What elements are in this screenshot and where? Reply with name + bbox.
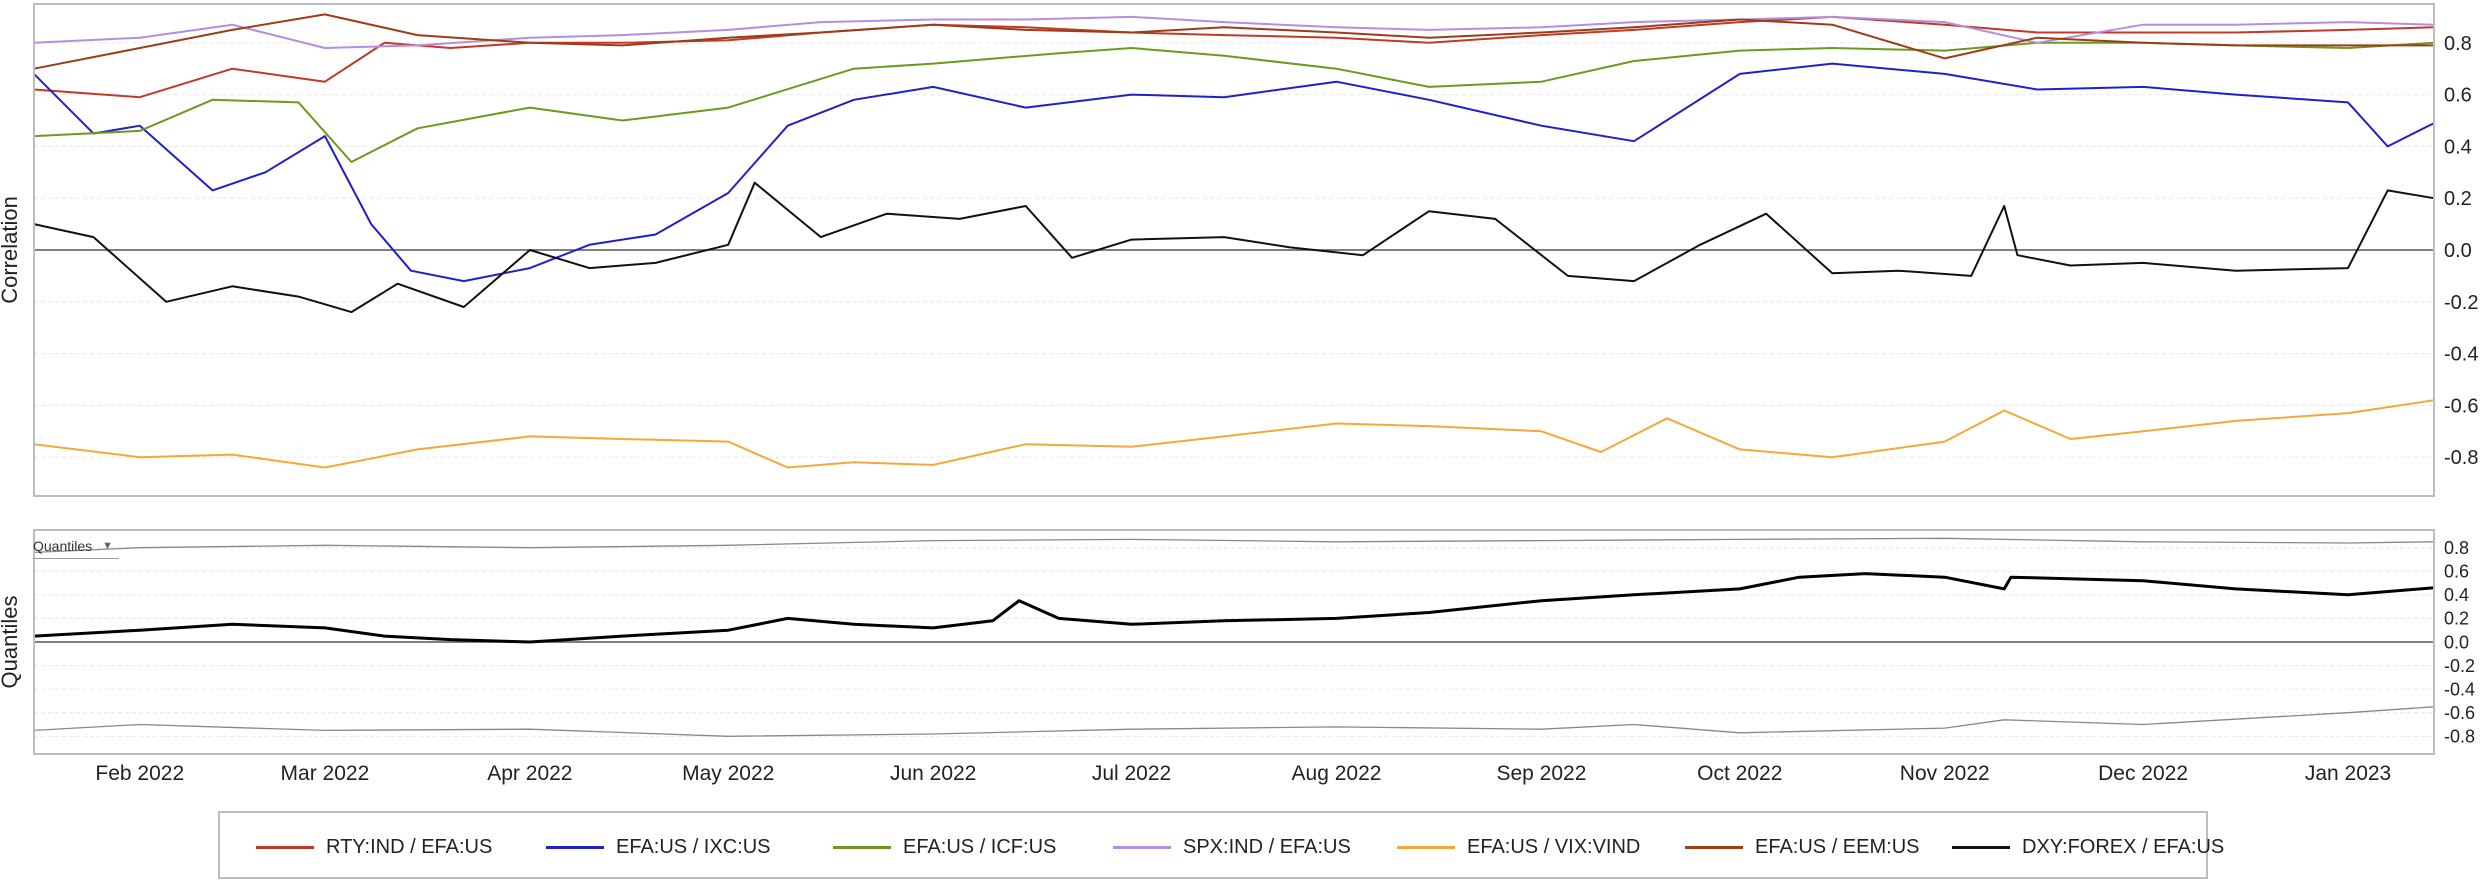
series-line-1 [33, 62, 2435, 283]
legend-item[interactable]: EFA:US / IXC:US [546, 835, 770, 859]
series-line-quantile-1 [33, 572, 2435, 644]
correlation-panel: 0.8 0.6 0.4 0.2 0.0 -0.2 -0.4 -0.6 -0.8 Correlati… [0, 3, 2478, 497]
legend-item[interactable]: EFA:US / EEM:US [1685, 835, 1919, 859]
series-line-0 [33, 15, 2435, 99]
legend-swatch [1685, 845, 1743, 849]
x-tick-label: Jul 2022 [1092, 762, 1171, 785]
legend-item[interactable]: SPX:IND / EFA:US [1113, 835, 1351, 859]
y-tick-label: -0.6 [2444, 703, 2475, 723]
y-tick-label: -0.4 [2444, 679, 2475, 699]
legend-label: EFA:US / VIX:VIND [1467, 835, 1641, 858]
legend-swatch [256, 845, 314, 849]
y-tick-label: 0.4 [2444, 585, 2469, 605]
legend-swatch [833, 845, 891, 849]
legend-item[interactable]: EFA:US / VIX:VIND [1397, 835, 1640, 859]
x-tick-label: May 2022 [682, 762, 774, 785]
legend-label: EFA:US / EEM:US [1755, 835, 1920, 858]
legend-swatch [1397, 845, 1455, 849]
plot-frame [33, 3, 2435, 497]
quantiles-dropdown-label: Quantiles [33, 538, 93, 554]
legend: RTY:IND / EFA:US EFA:US / IXC:US EFA:US / … [218, 811, 2224, 879]
y-tick-label: 0.6 [2444, 562, 2469, 582]
quantiles-panel: 0.8 0.6 0.4 0.2 0.0 -0.2 -0.4 -0.6 -0.8 Quantiles [0, 529, 2475, 755]
y-tick-label: 0.0 [2444, 240, 2472, 262]
legend-label: RTY:IND / EFA:US [326, 835, 493, 858]
legend-label: DXY:FOREX / EFA:US [2022, 835, 2225, 858]
y-tick-label: -0.8 [2444, 447, 2478, 469]
x-tick-label: Feb 2022 [95, 762, 184, 785]
chevron-down-icon: ▼ [102, 540, 114, 552]
legend-label: EFA:US / IXC:US [616, 835, 771, 858]
y-tick-label: 0.2 [2444, 609, 2469, 629]
y-axis-label: Quantiles [0, 596, 22, 689]
y-tick-label: -0.2 [2444, 656, 2475, 676]
x-tick-label: Nov 2022 [1900, 762, 1990, 785]
series-line-3 [33, 15, 2435, 49]
legend-item[interactable]: RTY:IND / EFA:US [256, 835, 492, 859]
y-tick-label: 0.4 [2444, 136, 2472, 158]
legend-label: SPX:IND / EFA:US [1183, 835, 1351, 858]
series-line-quantile-2 [33, 706, 2435, 737]
x-tick-label: Jan 2023 [2305, 762, 2391, 785]
x-tick-label: Sep 2022 [1496, 762, 1586, 785]
y-tick-label: 0.2 [2444, 188, 2472, 210]
y-tick-label: -0.6 [2444, 395, 2478, 417]
series-line-2 [33, 41, 2435, 163]
y-tick-label: 0.6 [2444, 85, 2472, 107]
series-line-4 [33, 399, 2435, 469]
series-line-quantile-0 [33, 537, 2435, 554]
y-tick-label: -0.8 [2444, 727, 2475, 747]
legend-item[interactable]: EFA:US / ICF:US [833, 835, 1056, 859]
plot-frame [33, 529, 2435, 755]
series-line-5 [33, 13, 2434, 70]
y-tick-label: 0.8 [2444, 538, 2469, 558]
legend-item[interactable]: DXY:FOREX / EFA:US [1952, 835, 2224, 859]
x-tick-label: Aug 2022 [1292, 762, 1382, 785]
legend-swatch [1952, 845, 2010, 849]
x-tick-label: Apr 2022 [487, 762, 572, 785]
y-tick-label: -0.4 [2444, 344, 2478, 366]
y-tick-label: 0.8 [2444, 33, 2472, 55]
series-line-6 [33, 181, 2435, 314]
legend-label: EFA:US / ICF:US [903, 835, 1057, 858]
legend-swatch [546, 845, 604, 849]
y-tick-label: 0.0 [2444, 632, 2469, 652]
x-tick-label: Dec 2022 [2098, 762, 2188, 785]
quantiles-dropdown[interactable]: Quantiles ▼ [33, 534, 120, 559]
y-tick-label: -0.2 [2444, 292, 2478, 314]
x-tick-label: Mar 2022 [281, 762, 370, 785]
y-axis-label: Correlation [0, 196, 22, 304]
legend-swatch [1113, 845, 1171, 849]
x-tick-label: Oct 2022 [1697, 762, 1782, 785]
x-tick-label: Jun 2022 [890, 762, 976, 785]
